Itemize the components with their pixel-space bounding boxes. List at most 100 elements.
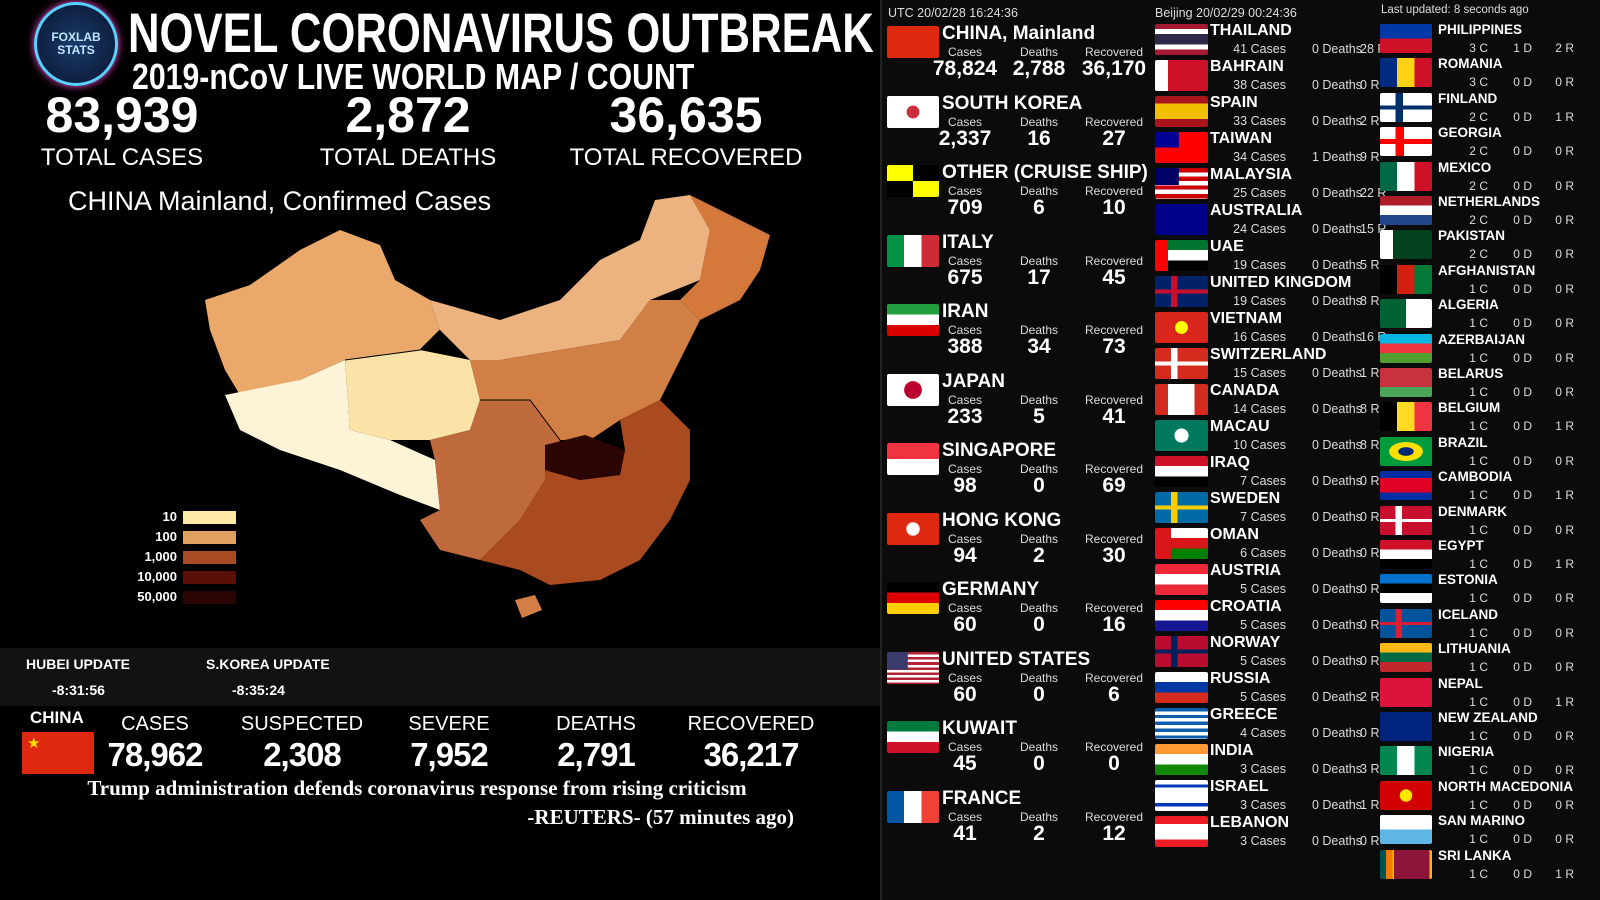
stat-value: 15 bbox=[1360, 222, 1374, 236]
stat-group: 8 R bbox=[1360, 402, 1379, 416]
stat-group: 0 R bbox=[1544, 832, 1574, 846]
stat-group: 1 C bbox=[1458, 832, 1488, 846]
stat-group: 1 C bbox=[1458, 385, 1488, 399]
stat-unit: C bbox=[1479, 729, 1488, 743]
china-label: CHINA bbox=[30, 708, 84, 727]
stat-unit: C bbox=[1479, 488, 1488, 503]
stat-group: 0 Deaths bbox=[1290, 402, 1362, 416]
stat-group: 0 R bbox=[1544, 763, 1574, 777]
country-name: ESTONIA bbox=[1438, 572, 1498, 588]
region bbox=[430, 195, 710, 360]
flag bbox=[887, 790, 939, 823]
stat-unit: R bbox=[1565, 144, 1574, 159]
stat-value: 2 bbox=[1469, 247, 1476, 262]
stat-label: Recovered bbox=[1084, 740, 1144, 754]
stat-value: 2 bbox=[1555, 41, 1562, 55]
stat-unit: R bbox=[1370, 294, 1380, 308]
stat-unit: Cases bbox=[1250, 150, 1286, 164]
stat-unit: R bbox=[1370, 834, 1380, 848]
country-name: PAKISTAN bbox=[1438, 228, 1505, 244]
stat-value: 14 bbox=[1233, 402, 1248, 416]
stat-value: 0 bbox=[1311, 366, 1319, 380]
stat-unit: Deaths bbox=[1322, 402, 1362, 416]
stat-unit: Cases bbox=[1250, 438, 1286, 452]
stat-value: 9 bbox=[1360, 150, 1367, 164]
stat-group: 41 Cases bbox=[1220, 42, 1286, 56]
stat-unit: Deaths bbox=[1322, 78, 1362, 92]
stat-group: 0 R bbox=[1544, 144, 1574, 158]
stat-value: 0 bbox=[1513, 832, 1520, 847]
stat-group: 1 C bbox=[1458, 557, 1488, 571]
stat-group: 19 Cases bbox=[1220, 294, 1286, 308]
stat-label: Cases bbox=[947, 740, 982, 754]
country-name: GEORGIA bbox=[1438, 125, 1502, 141]
stat-value: 3 bbox=[1469, 75, 1476, 90]
stat-unit: Deaths bbox=[1322, 186, 1362, 200]
stat-value: 0 bbox=[1555, 144, 1562, 159]
stat-value: 0 bbox=[1311, 222, 1319, 236]
stat-value: 0 bbox=[1311, 258, 1319, 272]
flag bbox=[1155, 348, 1208, 379]
stat-value: 0 bbox=[1513, 660, 1520, 675]
stat-value: 38 bbox=[1233, 78, 1248, 92]
stat-value: 0 bbox=[1360, 582, 1367, 596]
stat-unit: Deaths bbox=[1322, 438, 1362, 452]
stat-value: 1 bbox=[1469, 557, 1476, 571]
stat-value: 0 bbox=[1555, 625, 1562, 640]
stat-unit: Cases bbox=[1250, 258, 1286, 272]
stat-group: 1 C bbox=[1458, 763, 1488, 777]
stat-label: Cases bbox=[947, 392, 982, 407]
stat-unit: Deaths bbox=[1322, 222, 1362, 236]
stat-group: 0 D bbox=[1502, 385, 1532, 399]
logo-text: FOXLAB bbox=[51, 30, 101, 44]
stat-group: 28 R bbox=[1360, 42, 1386, 56]
stat-unit: D bbox=[1523, 694, 1532, 709]
country-name: NEW ZEALAND bbox=[1438, 710, 1538, 725]
stat-value: 1 bbox=[1469, 763, 1476, 778]
stat-value: 0 bbox=[1360, 726, 1367, 740]
stat-unit: R bbox=[1565, 385, 1574, 399]
stat-value: 8 bbox=[1360, 438, 1367, 452]
stat-value: 1 bbox=[1469, 419, 1476, 434]
stat-value: 0 bbox=[1360, 510, 1367, 524]
stat-unit: Deaths bbox=[1322, 510, 1362, 524]
stat-unit: R bbox=[1565, 763, 1574, 778]
stat-value: 0 bbox=[1311, 654, 1319, 668]
stat-unit: R bbox=[1565, 350, 1574, 365]
region bbox=[225, 360, 440, 510]
stat-value: 78,824 bbox=[932, 57, 998, 80]
stat-label: Cases bbox=[947, 809, 982, 824]
stat-unit: R bbox=[1565, 694, 1574, 709]
stat-value: 0 bbox=[1311, 42, 1319, 56]
stat-unit: Cases bbox=[1250, 618, 1286, 632]
stat-value: 1 bbox=[1360, 798, 1367, 812]
country-name: INDIA bbox=[1210, 742, 1254, 759]
summary-label: DEATHS bbox=[556, 713, 636, 735]
stat-label: Cases bbox=[947, 114, 982, 129]
stat-group: 7 Cases bbox=[1220, 474, 1286, 488]
stat-unit: R bbox=[1565, 522, 1574, 537]
stat-label: Deaths bbox=[1019, 45, 1059, 59]
country-name: EGYPT bbox=[1438, 538, 1484, 553]
legend-swatch bbox=[183, 511, 236, 524]
stat-value: 60 bbox=[953, 613, 977, 636]
stat-group: 0 Deaths bbox=[1290, 222, 1362, 236]
stat-group: 2 C bbox=[1458, 179, 1488, 193]
country-name: SINGAPORE bbox=[942, 440, 1057, 461]
flag bbox=[1380, 815, 1432, 845]
stat-value: 0 bbox=[1555, 75, 1562, 90]
stat-value: 0 bbox=[1360, 654, 1367, 668]
stat-value: 1 bbox=[1469, 866, 1476, 881]
stat-unit: D bbox=[1523, 557, 1532, 571]
country-name: VIETNAM bbox=[1210, 310, 1282, 327]
stat-group: 0 D bbox=[1502, 729, 1532, 743]
stat-group: 0 R bbox=[1360, 654, 1379, 668]
stat-unit: Deaths bbox=[1322, 330, 1362, 344]
stat-value: 0 bbox=[1555, 763, 1562, 778]
legend-label: 10 bbox=[162, 509, 177, 524]
stat-group: 0 D bbox=[1502, 591, 1532, 605]
stat-value: 0 bbox=[1513, 453, 1520, 468]
stat-value: 1 bbox=[1469, 591, 1476, 606]
stat-group: 0 R bbox=[1544, 454, 1574, 468]
stat-group: 0 R bbox=[1360, 618, 1379, 632]
